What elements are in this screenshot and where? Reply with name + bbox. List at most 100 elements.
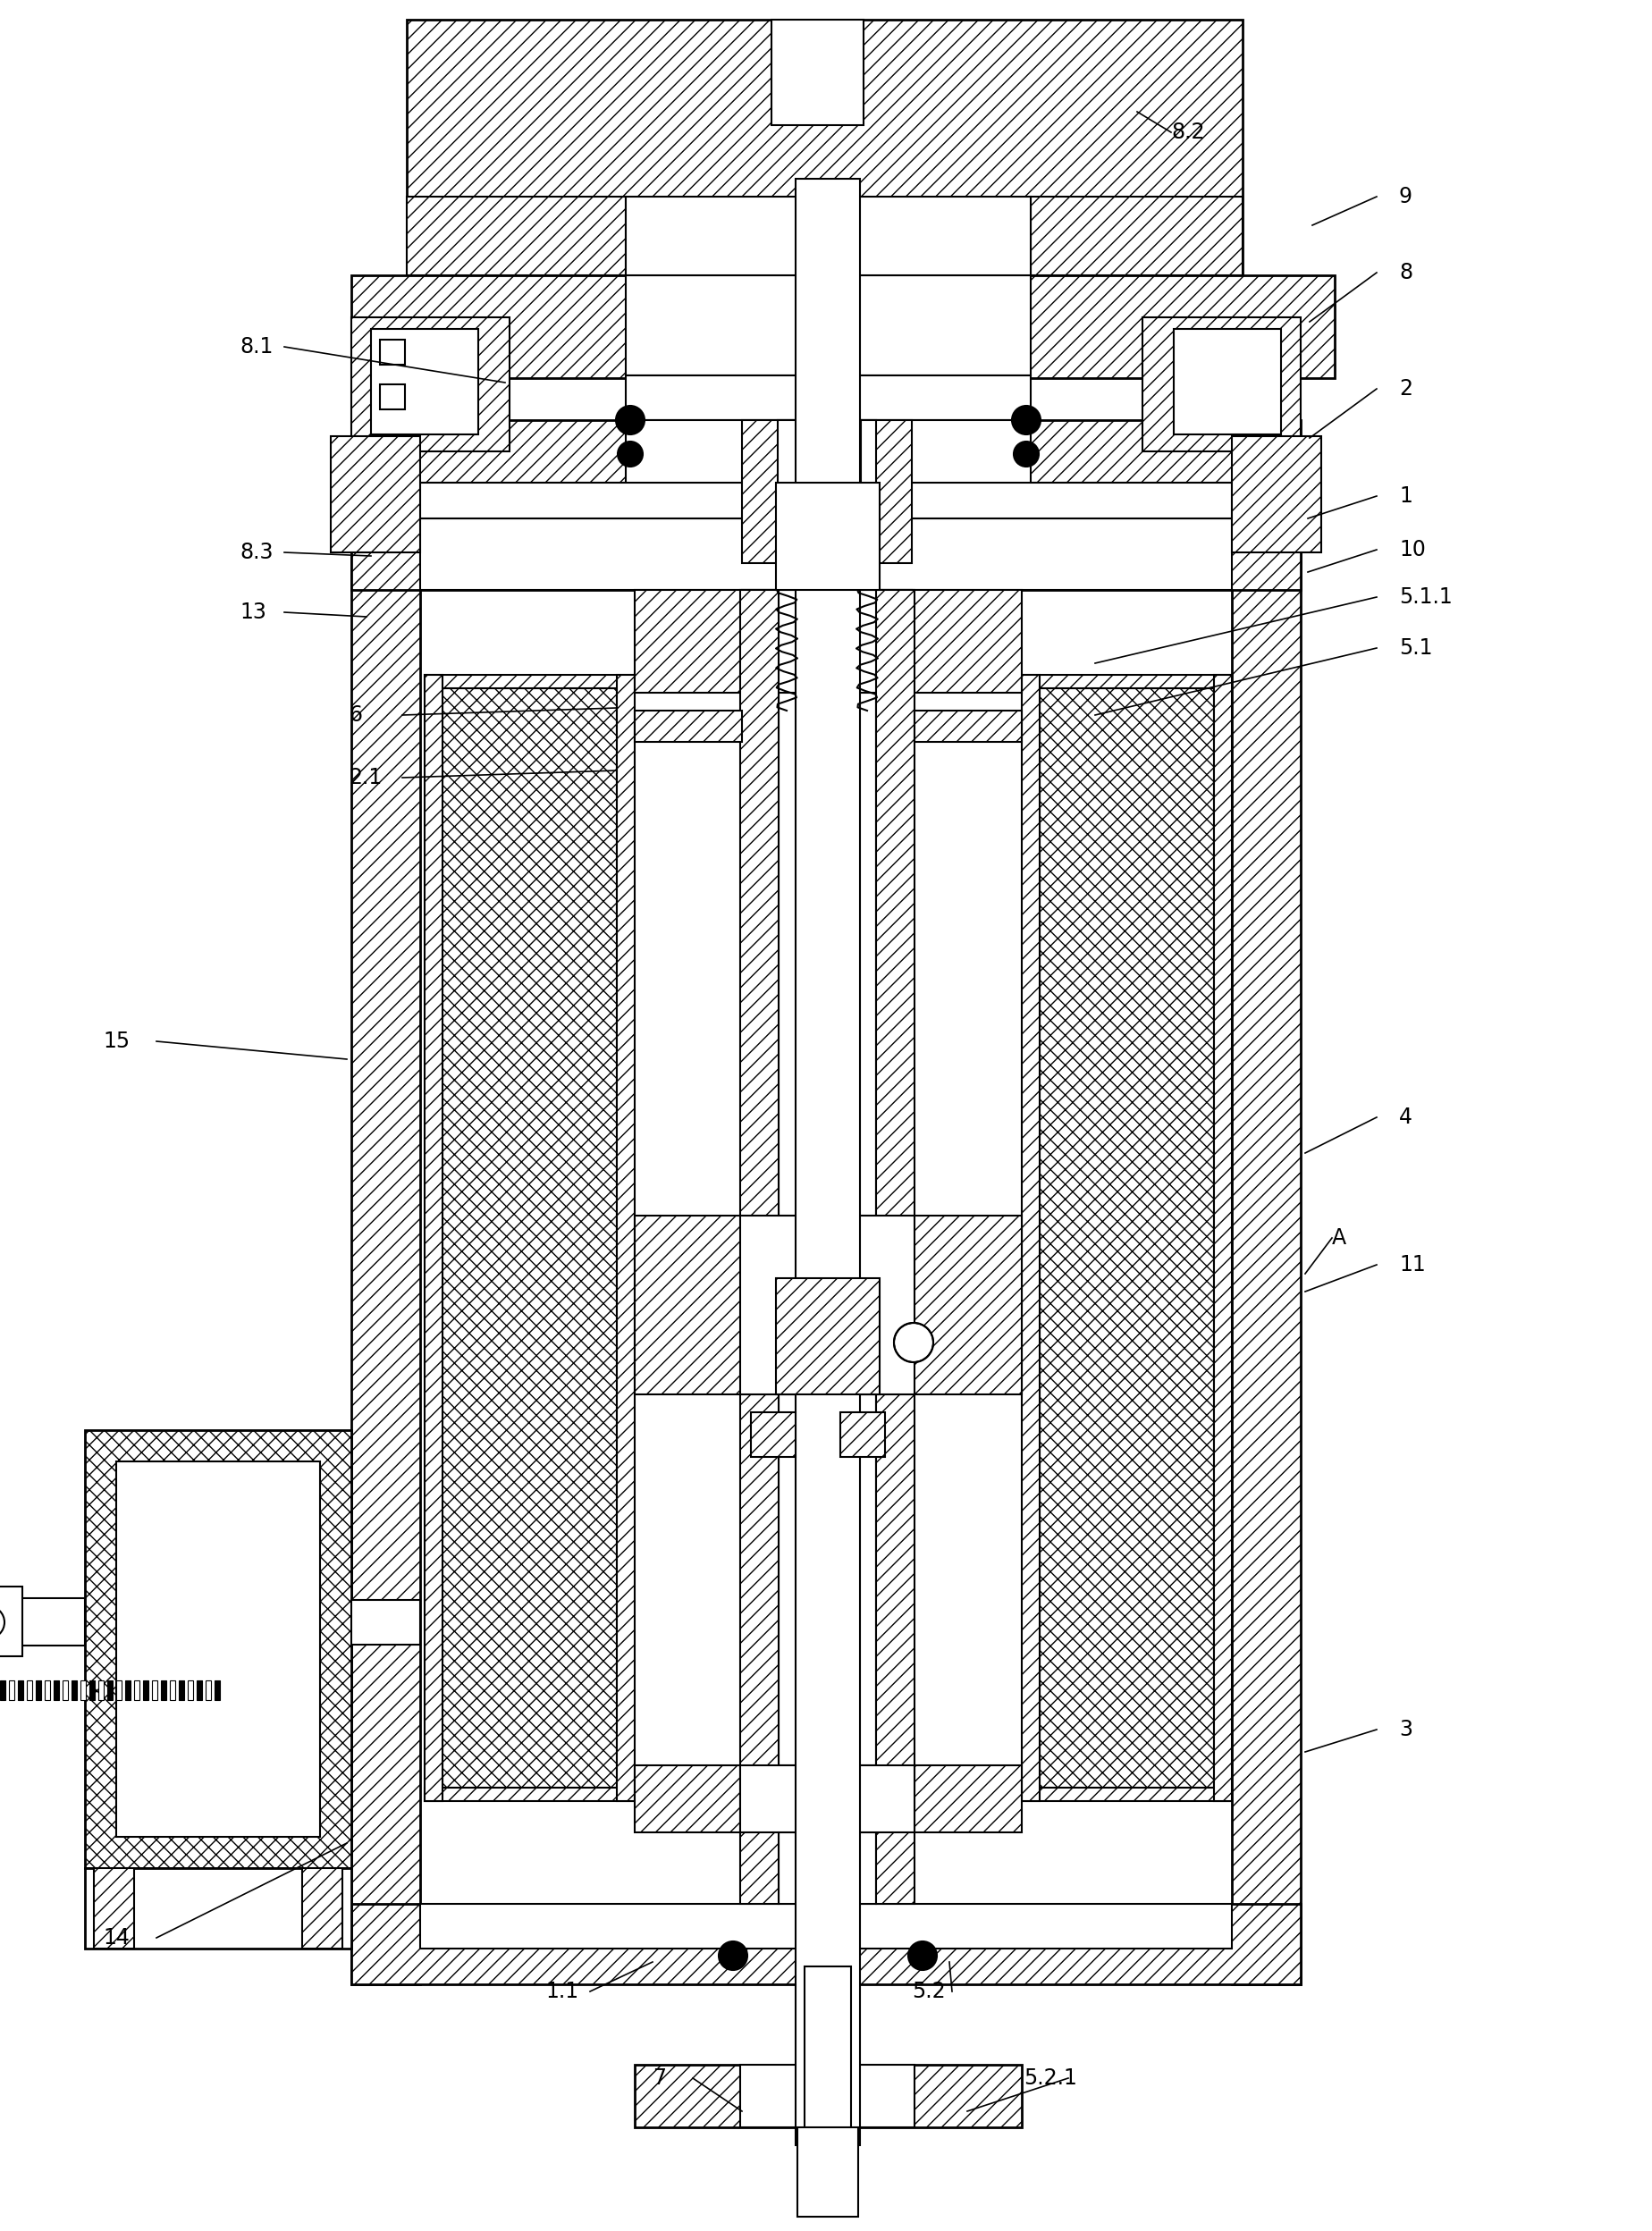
Bar bbox=[805, 1966, 851, 2191]
Bar bbox=[380, 384, 405, 408]
Bar bbox=[634, 712, 742, 743]
Bar bbox=[420, 1903, 1232, 1948]
Bar bbox=[740, 1216, 915, 1394]
Bar bbox=[116, 1461, 320, 1836]
Bar bbox=[8, 1680, 15, 1700]
Bar bbox=[45, 1680, 50, 1700]
Bar bbox=[352, 274, 1335, 377]
Bar bbox=[84, 1867, 352, 1948]
Circle shape bbox=[719, 1941, 747, 1970]
Text: 14: 14 bbox=[102, 1928, 129, 1948]
Bar bbox=[126, 1680, 131, 1700]
Bar bbox=[406, 196, 626, 274]
Text: 11: 11 bbox=[1399, 1254, 1426, 1276]
Bar bbox=[178, 1680, 183, 1700]
Text: 1.1: 1.1 bbox=[545, 1981, 578, 2001]
Bar bbox=[107, 1680, 112, 1700]
Bar bbox=[144, 1680, 149, 1700]
Circle shape bbox=[0, 1606, 5, 1638]
Bar bbox=[771, 20, 864, 125]
Bar bbox=[1173, 328, 1280, 435]
Bar bbox=[26, 1680, 31, 1700]
Bar bbox=[352, 317, 509, 451]
Text: 5.1.1: 5.1.1 bbox=[1399, 587, 1452, 607]
Bar bbox=[1031, 196, 1242, 274]
Text: 7: 7 bbox=[653, 2068, 666, 2088]
Bar bbox=[352, 518, 420, 1983]
Bar bbox=[634, 1765, 1023, 1832]
Text: A: A bbox=[1332, 1227, 1346, 1249]
Bar bbox=[152, 1680, 157, 1700]
Text: 8.2: 8.2 bbox=[1171, 120, 1204, 143]
Text: 5.2.1: 5.2.1 bbox=[1024, 2068, 1077, 2088]
Bar bbox=[352, 518, 1300, 589]
Text: 3: 3 bbox=[1399, 1718, 1412, 1740]
Bar bbox=[63, 1680, 68, 1700]
Bar bbox=[1143, 317, 1300, 451]
Bar bbox=[443, 687, 616, 1787]
Bar bbox=[36, 1680, 41, 1700]
Bar bbox=[197, 1680, 202, 1700]
Bar bbox=[626, 419, 1031, 562]
Text: 5.1: 5.1 bbox=[1399, 638, 1432, 658]
Bar bbox=[205, 1680, 211, 1700]
Text: 2.1: 2.1 bbox=[349, 767, 382, 788]
Bar bbox=[215, 1680, 220, 1700]
Bar bbox=[1232, 518, 1300, 1983]
Bar bbox=[116, 1680, 122, 1700]
Bar bbox=[0, 1597, 84, 1646]
Bar bbox=[1214, 674, 1232, 1800]
Bar bbox=[626, 375, 1031, 419]
Circle shape bbox=[616, 406, 644, 435]
Bar bbox=[634, 589, 1023, 692]
Text: 8.3: 8.3 bbox=[240, 542, 273, 562]
Bar bbox=[18, 1680, 23, 1700]
Bar bbox=[380, 339, 405, 364]
Bar bbox=[352, 1903, 1300, 1983]
Text: 5.2: 5.2 bbox=[912, 1981, 945, 2001]
Text: 6: 6 bbox=[349, 705, 362, 725]
Bar bbox=[626, 274, 1031, 375]
Bar bbox=[740, 1765, 915, 1832]
Bar bbox=[330, 437, 420, 553]
Text: 13: 13 bbox=[240, 602, 266, 622]
Bar bbox=[425, 674, 443, 1800]
Bar bbox=[876, 589, 915, 1903]
Bar bbox=[1023, 419, 1300, 562]
Bar bbox=[626, 196, 1031, 274]
Bar bbox=[420, 482, 1232, 518]
Bar bbox=[84, 1430, 352, 1867]
Bar bbox=[406, 20, 1242, 274]
Circle shape bbox=[618, 442, 643, 466]
Bar bbox=[742, 419, 912, 562]
Bar bbox=[352, 419, 629, 562]
Circle shape bbox=[909, 1941, 937, 1970]
Bar bbox=[425, 1787, 634, 1800]
Bar bbox=[740, 589, 778, 1903]
Bar bbox=[302, 1867, 342, 1948]
Bar bbox=[134, 1680, 139, 1700]
Circle shape bbox=[894, 1323, 933, 1363]
Bar bbox=[352, 482, 1300, 518]
Bar bbox=[778, 419, 876, 562]
Bar bbox=[71, 1680, 78, 1700]
Bar bbox=[1039, 687, 1214, 1787]
Bar bbox=[160, 1680, 167, 1700]
Circle shape bbox=[1014, 442, 1039, 466]
Bar bbox=[616, 674, 634, 1800]
Bar bbox=[420, 518, 1232, 589]
Bar bbox=[796, 178, 861, 2146]
Bar bbox=[0, 1586, 23, 1655]
Text: 1: 1 bbox=[1399, 486, 1412, 506]
Bar bbox=[99, 1680, 104, 1700]
Bar bbox=[752, 1412, 796, 1457]
Bar bbox=[425, 674, 634, 687]
Bar bbox=[1023, 674, 1232, 687]
Bar bbox=[915, 712, 1023, 743]
Bar bbox=[1023, 674, 1039, 1800]
Text: 2: 2 bbox=[1399, 377, 1412, 399]
Bar bbox=[0, 1680, 5, 1700]
Text: 4: 4 bbox=[1399, 1107, 1412, 1129]
Bar bbox=[89, 1680, 94, 1700]
Bar bbox=[798, 2128, 857, 2218]
